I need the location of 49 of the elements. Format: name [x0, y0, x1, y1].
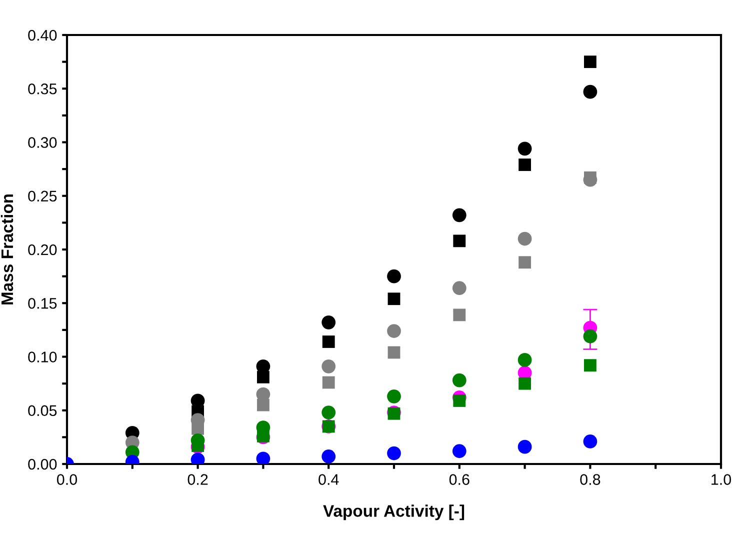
point: [583, 434, 598, 448]
x-tick-label: 0.0: [56, 474, 78, 485]
point: [518, 377, 532, 390]
y-tick-label: 0.05: [28, 405, 57, 416]
point: [453, 234, 466, 248]
point: [322, 359, 336, 374]
point: [452, 208, 466, 222]
point: [256, 452, 270, 464]
point: [387, 269, 401, 284]
point: [518, 440, 532, 454]
y-tick-label: 0.30: [28, 137, 57, 148]
x-tick-label: 0.6: [449, 474, 470, 485]
point: [518, 256, 532, 269]
point: [452, 444, 466, 458]
y-tick-label: 0.00: [28, 458, 57, 470]
x-tick-label: 0.4: [318, 474, 339, 485]
point: [322, 376, 335, 389]
y-tick-label: 0.20: [28, 244, 57, 256]
point: [584, 359, 596, 372]
x-tick-label: 0.8: [580, 474, 600, 485]
point: [518, 353, 532, 367]
point: [452, 281, 466, 296]
point: [322, 315, 336, 330]
point: [388, 292, 400, 306]
y-tick-label: 0.25: [28, 190, 57, 202]
point: [518, 232, 532, 246]
point: [453, 394, 466, 407]
x-tick-label: 1.0: [712, 474, 732, 485]
point: [583, 329, 598, 344]
y-tick-label: 0.15: [28, 298, 57, 309]
point: [583, 84, 598, 99]
point: [584, 56, 596, 68]
point: [387, 389, 401, 404]
point: [453, 308, 466, 322]
x-tick-label: 0.2: [188, 474, 208, 485]
point: [452, 373, 466, 388]
point: [388, 346, 400, 359]
x-axis-title: Vapour Activity [-]: [323, 504, 464, 520]
point: [322, 450, 336, 464]
point: [387, 446, 401, 460]
point: [322, 406, 336, 420]
y-tick-label: 0.10: [28, 352, 57, 362]
point: [518, 158, 532, 171]
point: [322, 336, 335, 348]
point: [518, 142, 532, 156]
y-tick-label: 0.40: [28, 30, 57, 41]
y-tick-label: 0.35: [28, 83, 57, 94]
point: [387, 324, 401, 338]
y-axis-title: Mass Fraction: [0, 194, 14, 304]
